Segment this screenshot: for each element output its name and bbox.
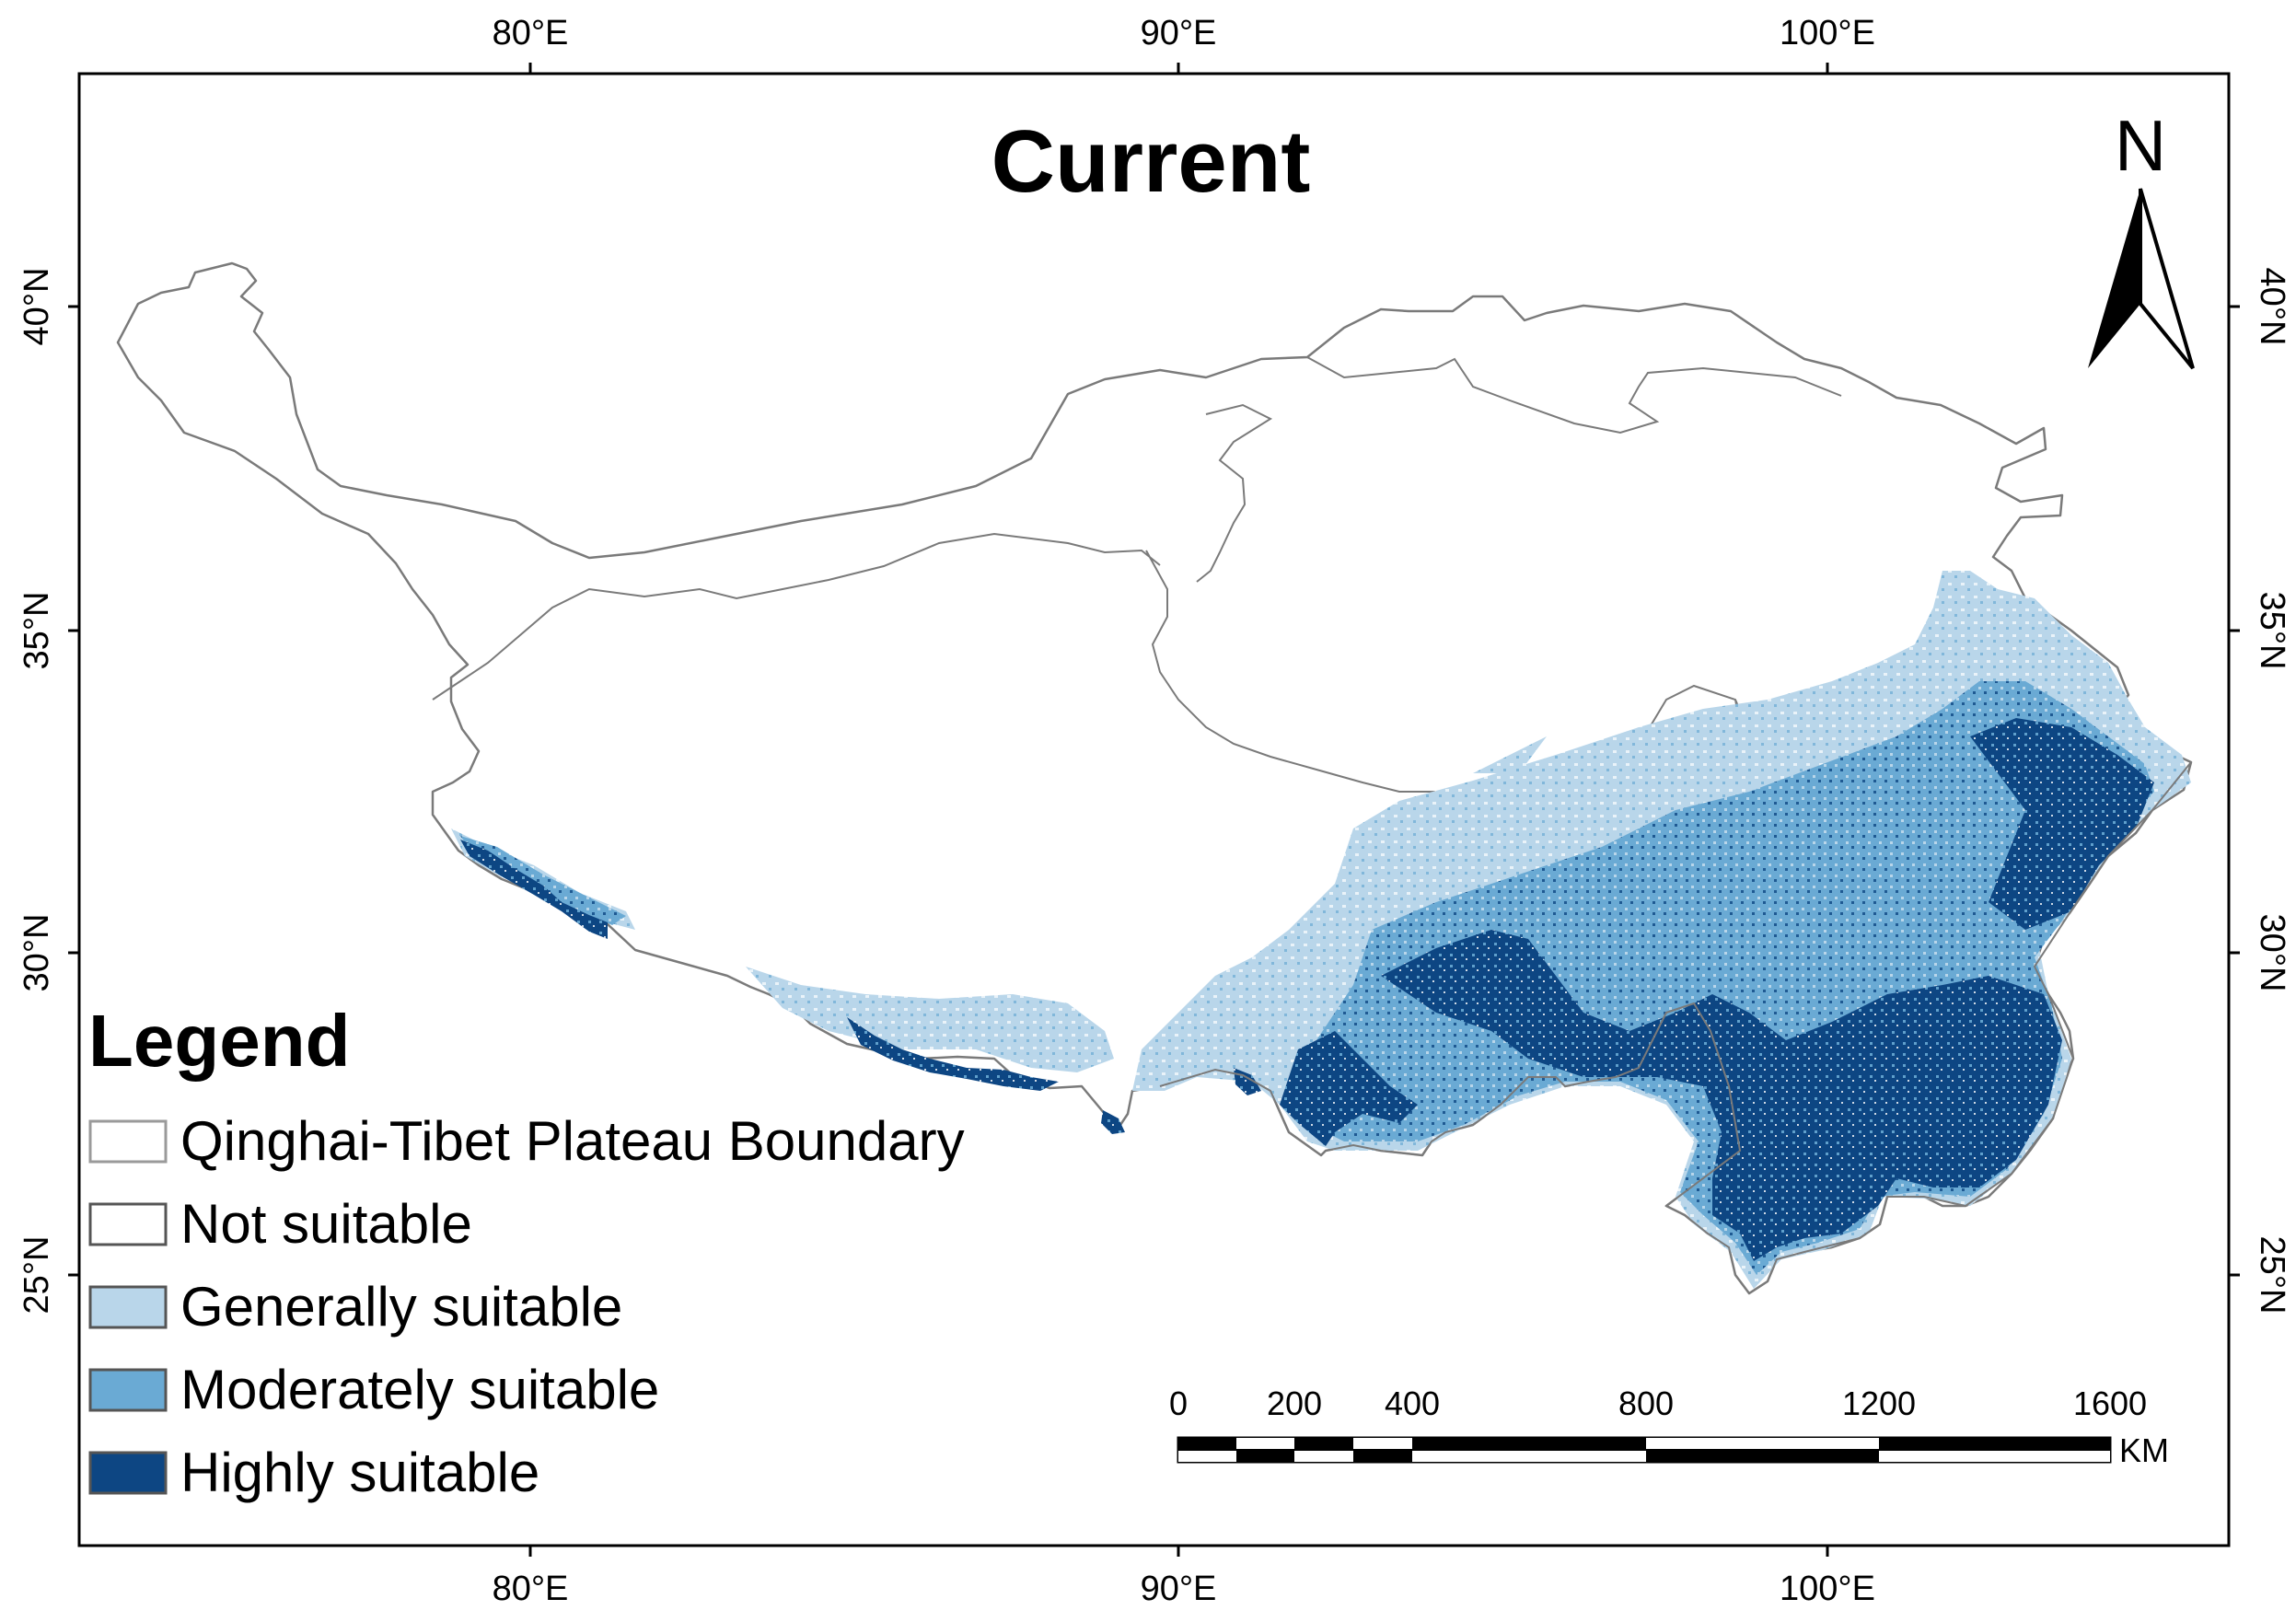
scale-label-1200: 1200 [1842,1384,1916,1422]
legend-label-not-suitable: Not suitable [180,1193,472,1255]
area-highly-suitable-bhutan [1101,1068,1261,1134]
legend-swatch-moderately-suitable [88,1368,168,1412]
legend-label-moderately-suitable: Moderately suitable [180,1359,659,1420]
lat-tick-left-40: 40°N [17,268,56,346]
lon-tick-bottom-90: 90°E [1141,1570,1217,1608]
area-highly-suitable-east [1381,930,2062,1261]
lon-tick-bottom-100: 100°E [1780,1570,1875,1608]
scale-label-800: 800 [1618,1384,1674,1422]
legend-swatch-boundary [88,1119,168,1164]
legend-swatch-generally-suitable [88,1285,168,1329]
lon-tick-top-80: 80°E [493,14,569,52]
scale-unit: KM [2119,1431,2169,1469]
lat-tick-right-35: 35°N [2253,592,2291,670]
lon-tick-bottom-80: 80°E [493,1570,569,1608]
graticule-ticks [68,63,2240,1557]
area-generally-suitable-streaks [1234,736,1547,1013]
lat-tick-right-40: 40°N [2253,268,2291,346]
lon-tick-top-90: 90°E [1141,14,1217,52]
scale-bar [1177,1436,2112,1464]
legend-label-generally-suitable: Generally suitable [180,1276,622,1338]
scale-label-1600: 1600 [2073,1384,2147,1422]
legend-swatch-highly-suitable [88,1451,168,1495]
area-moderately-suitable-west [460,836,626,925]
lat-tick-right-25: 25°N [2253,1236,2291,1315]
scale-label-400: 400 [1385,1384,1440,1422]
lat-tick-right-30: 30°N [2253,914,2291,992]
scale-label-200: 200 [1267,1384,1322,1422]
lat-tick-left-35: 35°N [17,592,56,670]
lat-tick-left-25: 25°N [17,1236,56,1315]
area-highly-suitable-nepal [847,1017,1059,1091]
legend: Legend Qinghai-Tibet Plateau Boundary No… [88,1000,965,1503]
lon-tick-top-100: 100°E [1780,14,1875,52]
area-generally-suitable-south [746,967,1114,1072]
scale-label-0: 0 [1169,1384,1188,1422]
legend-title: Legend [88,1000,350,1082]
suitability-layer [451,571,2191,1289]
legend-label-boundary: Qinghai-Tibet Plateau Boundary [180,1110,965,1172]
plateau-boundary-outline [1159,761,2192,1295]
area-highly-suitable-ridge [1970,718,2154,930]
legend-label-highly-suitable: Highly suitable [180,1442,539,1503]
map-title: Current [991,112,1311,211]
area-highly-suitable-south [1280,1031,1418,1146]
north-arrow-label: N [2115,105,2166,186]
lat-tick-left-30: 30°N [17,914,56,992]
legend-swatch-not-suitable [88,1202,168,1246]
area-highly-suitable-west [460,840,608,939]
north-arrow-icon: N [2088,105,2195,370]
